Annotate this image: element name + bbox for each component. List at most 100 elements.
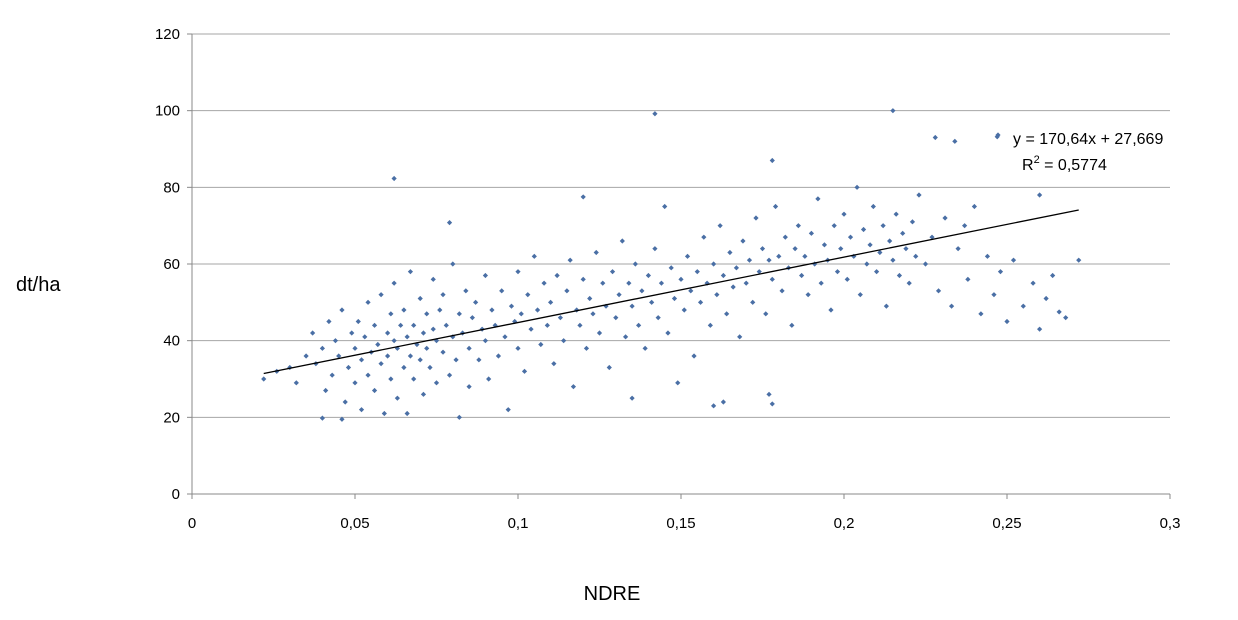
- data-point: [772, 203, 779, 210]
- data-point: [375, 341, 381, 348]
- data-point: [401, 364, 407, 371]
- y-axis-label: dt/ha: [16, 274, 61, 296]
- data-point: [554, 272, 560, 279]
- data-point: [430, 326, 436, 332]
- data-point: [499, 288, 505, 294]
- data-point: [388, 311, 394, 317]
- data-point: [385, 330, 391, 336]
- data-point: [609, 269, 616, 275]
- data-point: [440, 292, 446, 298]
- data-point: [792, 246, 798, 252]
- data-point: [587, 295, 593, 302]
- data-point: [339, 416, 345, 422]
- data-point: [580, 194, 586, 200]
- data-point: [1004, 318, 1010, 325]
- data-point: [782, 234, 788, 240]
- data-point: [486, 376, 492, 382]
- data-point: [916, 192, 922, 198]
- data-point: [378, 361, 384, 367]
- data-point: [929, 234, 935, 240]
- data-point: [482, 338, 488, 344]
- data-point: [541, 280, 547, 286]
- data-point: [678, 276, 684, 282]
- data-point: [753, 215, 759, 221]
- trendline-line: [263, 209, 1079, 375]
- data-point: [903, 246, 909, 252]
- data-point: [525, 292, 531, 298]
- data-point: [424, 345, 430, 351]
- x-tick-label: 0,3: [1160, 515, 1181, 532]
- data-point: [701, 234, 707, 240]
- trendline-r-squared: R2 = 0,5774: [1022, 154, 1107, 174]
- data-point: [349, 330, 355, 336]
- data-point: [557, 315, 563, 321]
- data-point: [538, 341, 544, 348]
- data-point: [847, 234, 854, 240]
- data-point: [763, 311, 769, 317]
- data-point: [1010, 257, 1017, 263]
- data-point: [932, 134, 938, 141]
- data-point: [502, 334, 508, 340]
- data-point: [769, 276, 775, 282]
- data-point: [544, 322, 550, 328]
- data-point: [789, 322, 795, 328]
- data-point: [717, 223, 723, 229]
- data-point: [965, 276, 971, 282]
- data-point: [528, 326, 534, 332]
- data-point: [417, 357, 423, 363]
- data-point: [404, 334, 410, 340]
- data-point: [867, 242, 873, 248]
- data-point: [600, 280, 606, 286]
- tick-labels: 0 20 40 60 80 100 120 0 0,05 0,1 0,15 0,2 0,25 0,3: [155, 26, 1180, 532]
- data-point: [629, 303, 635, 309]
- data-point: [518, 311, 524, 317]
- data-point: [841, 211, 847, 217]
- data-point: [378, 292, 384, 298]
- data-point: [668, 265, 674, 271]
- data-point: [724, 311, 730, 317]
- trendline: [263, 209, 1079, 375]
- data-point: [935, 288, 942, 294]
- data-point: [714, 292, 720, 298]
- data-point: [437, 307, 443, 313]
- data-point: [427, 364, 433, 371]
- data-point: [345, 364, 352, 371]
- x-tick-label: 0: [188, 515, 196, 532]
- data-point: [733, 265, 740, 271]
- data-point: [962, 223, 968, 229]
- data-point: [420, 330, 427, 336]
- data-point: [352, 345, 358, 351]
- data-points: [261, 108, 1082, 422]
- data-point: [534, 307, 541, 313]
- data-point: [971, 203, 977, 210]
- trendline-equation: y = 170,64x + 27,669: [1013, 131, 1163, 148]
- data-point: [1063, 315, 1069, 321]
- data-point: [456, 414, 462, 420]
- data-point: [769, 401, 775, 407]
- data-point: [978, 311, 984, 317]
- data-point: [407, 353, 414, 359]
- data-point: [727, 249, 733, 256]
- data-point: [639, 288, 645, 294]
- data-point: [453, 357, 459, 363]
- data-point: [473, 299, 479, 305]
- y-tick-label: 60: [163, 256, 180, 273]
- data-point: [303, 353, 309, 359]
- data-point: [740, 238, 746, 244]
- data-point: [626, 280, 632, 286]
- data-point: [433, 380, 440, 386]
- data-point: [948, 303, 955, 309]
- data-point: [404, 410, 410, 417]
- data-point: [515, 269, 521, 275]
- y-tick-label: 80: [163, 179, 180, 196]
- x-tick-label: 0,25: [992, 515, 1021, 532]
- data-point: [694, 269, 700, 275]
- data-point: [420, 391, 427, 397]
- data-point: [681, 307, 687, 313]
- data-point: [711, 403, 717, 409]
- data-point: [707, 322, 713, 328]
- data-point: [590, 311, 596, 317]
- data-point: [883, 303, 889, 309]
- data-point: [854, 184, 860, 190]
- data-point: [776, 253, 782, 259]
